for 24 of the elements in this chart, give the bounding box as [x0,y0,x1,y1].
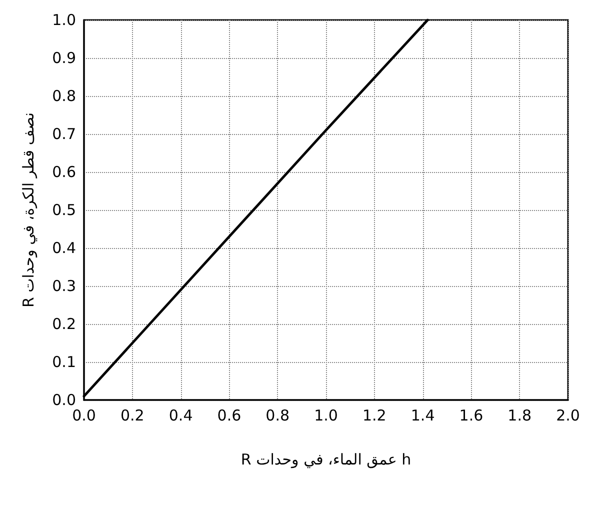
y-tick-label: 0.8 [52,87,76,105]
x-tick-label: 1.2 [362,406,386,424]
y-axis-title: نصف قطر الكرة، في وحدات R [20,112,38,308]
x-tick-label: 0.0 [72,406,96,424]
x-tick-label: 0.2 [120,406,144,424]
x-tick-label: 1.0 [314,406,338,424]
y-tick-label: 0.1 [52,353,76,371]
x-tick-label: 2.0 [556,406,580,424]
y-tick-label: 1.0 [52,11,76,29]
y-tick-label: 0.2 [52,315,76,333]
x-axis-title: h عمق الماء، في وحدات R [240,450,412,468]
y-tick-label: 0.9 [52,49,76,67]
y-tick-label: 0.3 [52,277,76,295]
y-tick-label: 0.0 [52,391,76,409]
y-tick-label: 0.5 [52,201,76,219]
x-tick-label: 0.4 [168,406,193,424]
x-tick-label: 1.4 [410,406,435,424]
y-tick-label: 0.6 [52,163,76,181]
x-tick-label: 0.6 [217,406,242,424]
x-tick-label: 1.8 [508,406,532,424]
y-tick-label: 0.4 [52,239,76,257]
y-tick-label: 0.7 [52,125,76,143]
x-tick-label: 0.8 [266,406,290,424]
x-tick-label: 1.6 [459,406,484,424]
